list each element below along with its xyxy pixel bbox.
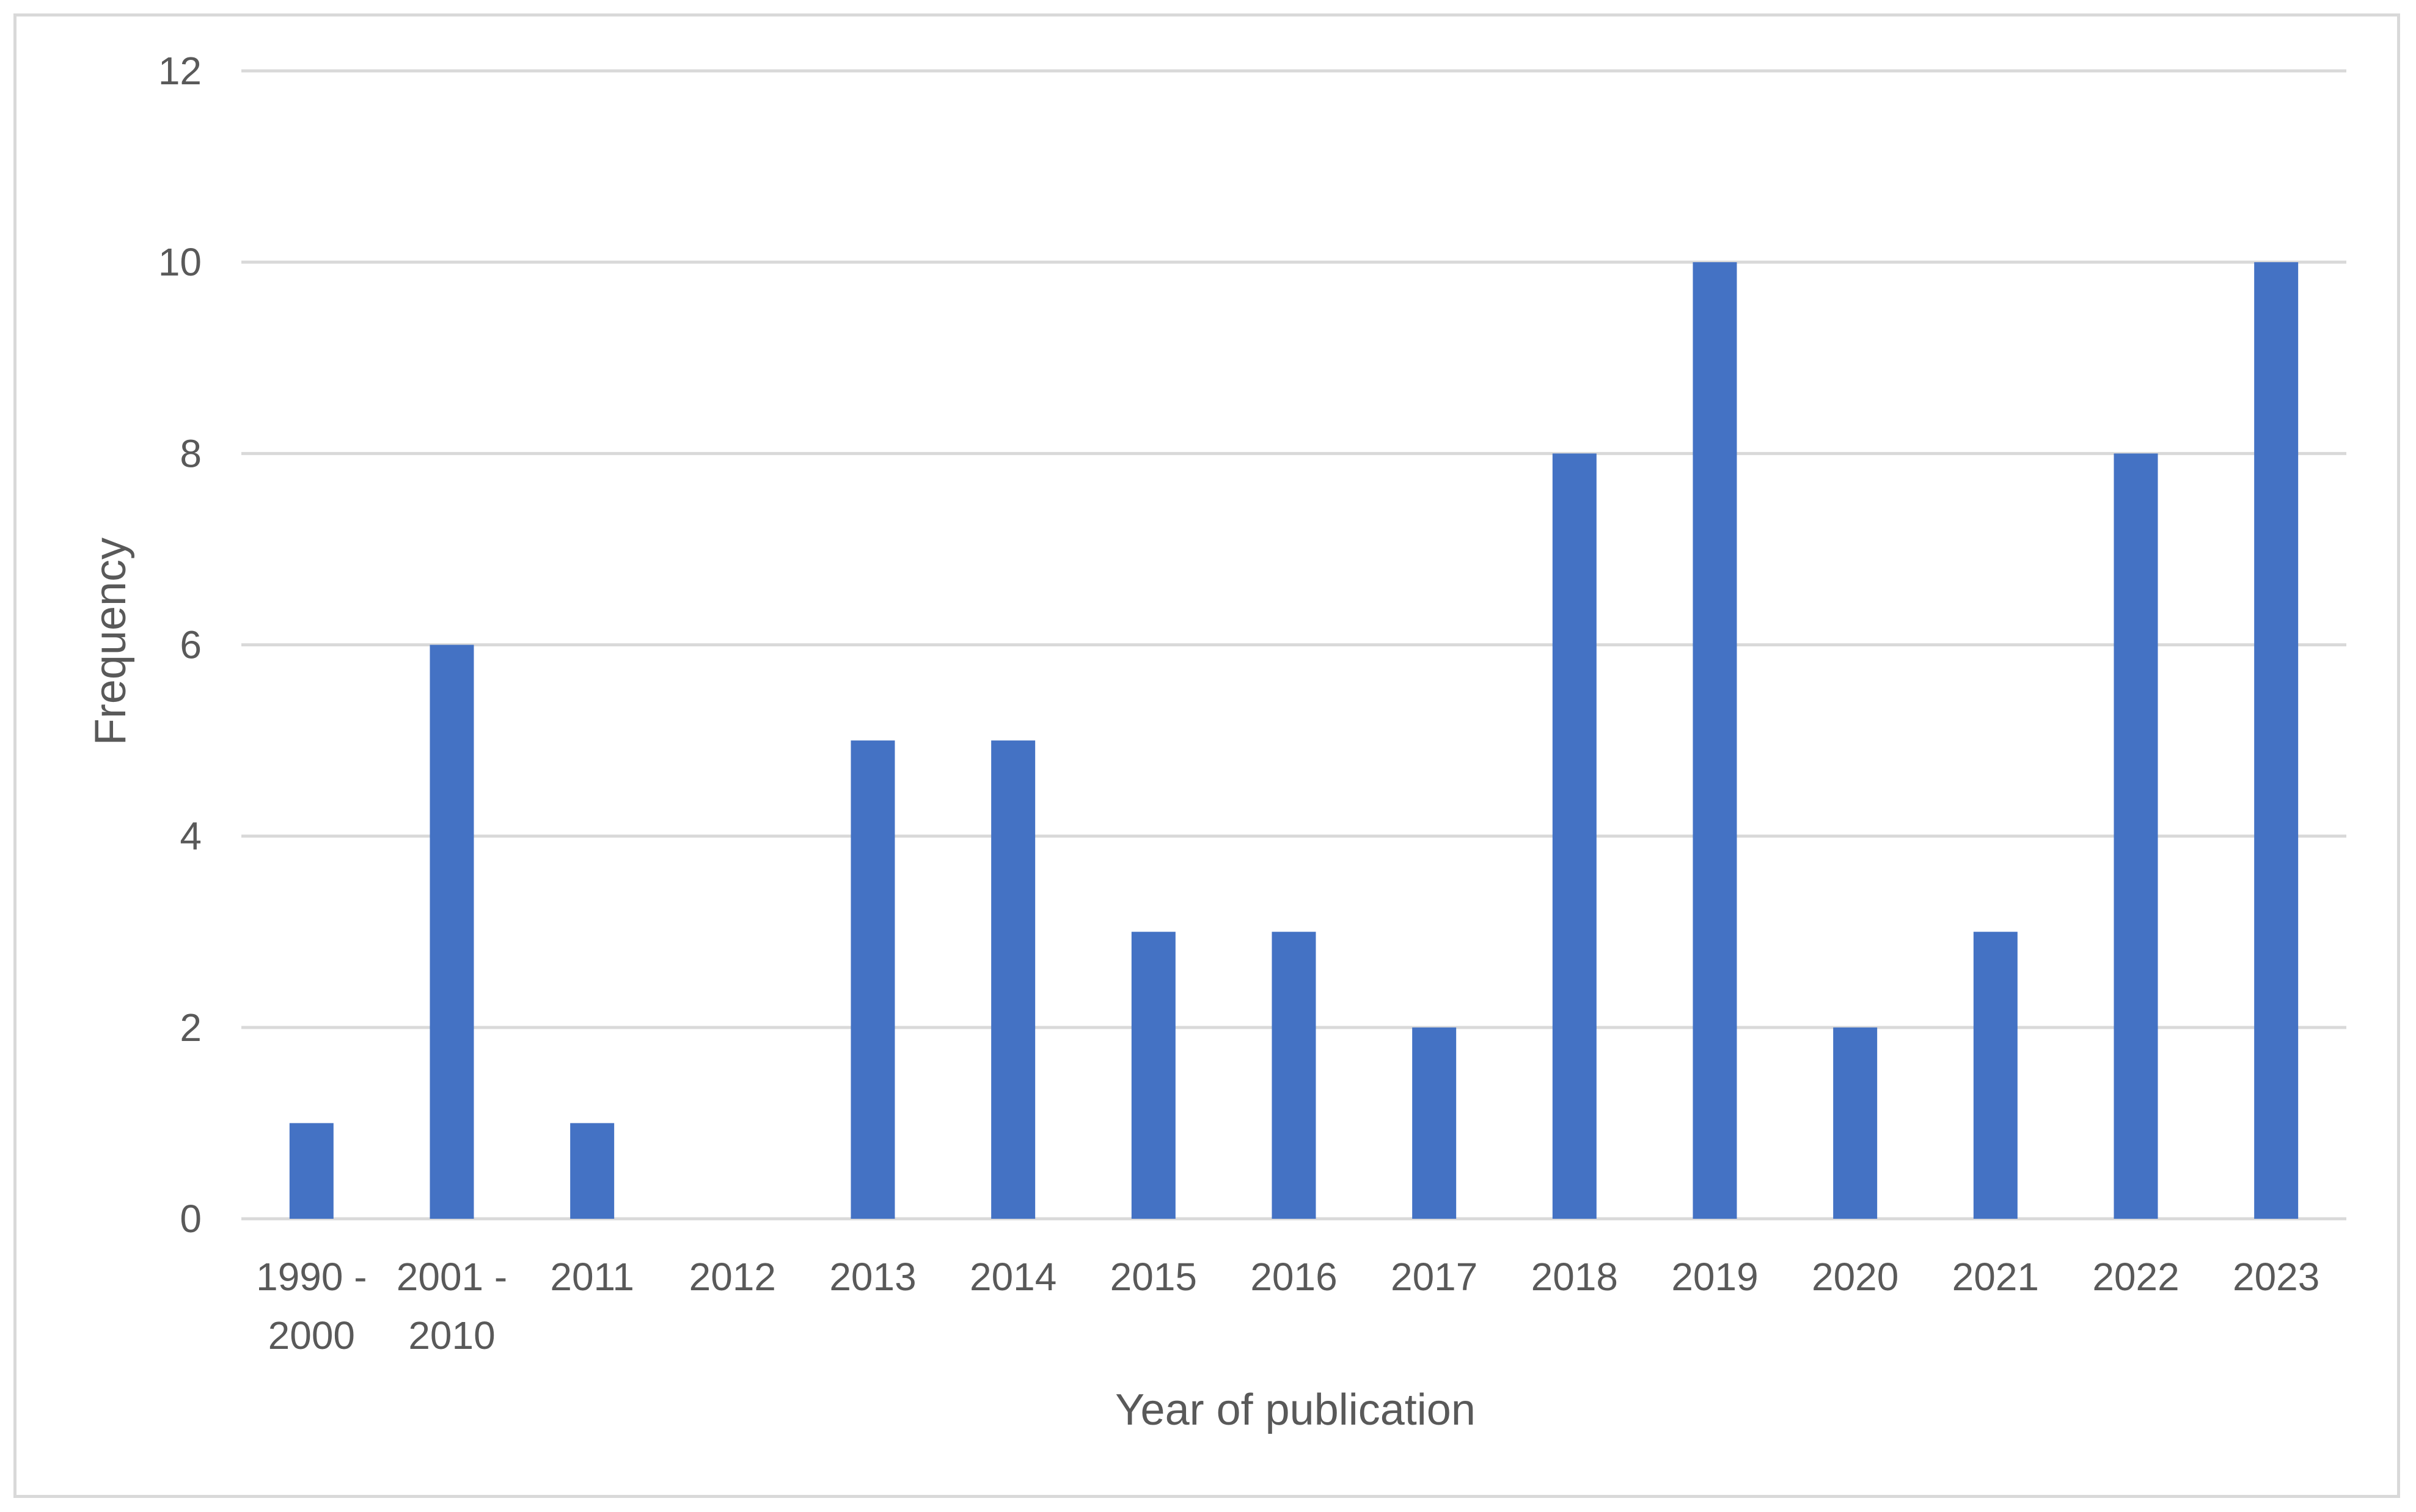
bar: [430, 645, 474, 1219]
bars: [289, 262, 2299, 1219]
x-tick-label-line: 2012: [689, 1255, 776, 1299]
x-tick-label-line: 2018: [1531, 1255, 1618, 1299]
bar: [1272, 932, 1316, 1219]
x-tick-label: 2001 - 2010: [397, 1255, 507, 1357]
x-tick-label-line: 2022: [2092, 1255, 2179, 1299]
x-tick-label: 2015: [1110, 1255, 1197, 1299]
x-tick-label: 2017: [1391, 1255, 1477, 1299]
x-tick-label: 2013: [829, 1255, 916, 1299]
x-tick-label-line: 2023: [2233, 1255, 2319, 1299]
x-tick-label: 2022: [2092, 1255, 2179, 1299]
x-tick-label-line: 2016: [1250, 1255, 1337, 1299]
x-tick-label-line: 2000: [268, 1313, 355, 1357]
bar: [2254, 262, 2299, 1219]
x-tick-label: 2021: [1952, 1255, 2039, 1299]
bar: [1412, 1027, 1457, 1219]
x-tick-label-line: 2001 -: [397, 1255, 507, 1299]
x-tick-label-line: 2013: [829, 1255, 916, 1299]
x-tick-label-line: 2010: [408, 1313, 495, 1357]
x-tick-label: 2019: [1671, 1255, 1758, 1299]
bar: [1552, 453, 1597, 1219]
y-tick-label: 10: [158, 240, 202, 284]
x-tick-label-line: 2011: [550, 1255, 634, 1299]
bar: [1833, 1027, 1878, 1219]
x-tick-label: 2011: [550, 1255, 634, 1299]
x-tick-label-line: 2019: [1671, 1255, 1758, 1299]
x-tick-label: 2020: [1812, 1255, 1898, 1299]
x-tick-labels: 1990 - 2000 2001 - 2010 2011 2012 2013 2014 2015…: [256, 1255, 2319, 1357]
bar: [991, 740, 1036, 1219]
y-tick-label: 4: [180, 814, 202, 858]
bar: [1131, 932, 1176, 1219]
y-tick-label: 6: [180, 623, 202, 667]
bar: [1693, 262, 1737, 1219]
bar: [2114, 453, 2158, 1219]
y-tick-label: 0: [180, 1197, 202, 1241]
x-tick-label: 2018: [1531, 1255, 1618, 1299]
x-tick-label: 2016: [1250, 1255, 1337, 1299]
y-tick-label: 2: [180, 1006, 202, 1050]
x-tick-label: 2023: [2233, 1255, 2319, 1299]
bar: [570, 1123, 615, 1219]
x-tick-label-line: 2015: [1110, 1255, 1197, 1299]
x-tick-label: 1990 - 2000: [256, 1255, 367, 1357]
x-tick-label: 2014: [970, 1255, 1056, 1299]
x-tick-label-line: 2017: [1391, 1255, 1477, 1299]
y-tick-labels: 0 2 4 6 8 10 12: [158, 49, 202, 1241]
x-axis-title: Year of publication: [1115, 1386, 1476, 1434]
bar: [289, 1123, 334, 1219]
x-tick-label-line: 2020: [1812, 1255, 1898, 1299]
x-tick-label-line: 2014: [970, 1255, 1056, 1299]
bar: [1973, 932, 2018, 1219]
x-tick-label-line: 1990 -: [256, 1255, 367, 1299]
x-tick-label: 2012: [689, 1255, 776, 1299]
y-tick-label: 8: [180, 431, 202, 475]
bar: [851, 740, 895, 1219]
y-axis-title: Frequency: [86, 538, 135, 745]
y-tick-label: 12: [158, 49, 202, 93]
x-tick-label-line: 2021: [1952, 1255, 2039, 1299]
